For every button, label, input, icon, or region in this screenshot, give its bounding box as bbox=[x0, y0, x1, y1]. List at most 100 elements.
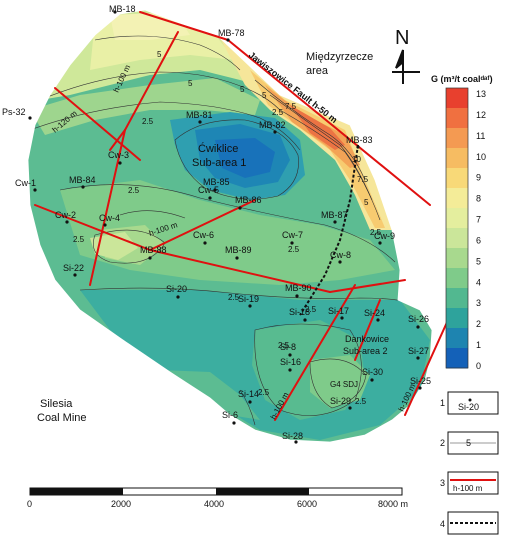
borehole-label: MB-88 bbox=[140, 245, 167, 255]
contour-labels: 5 5 5 7.5 2.5 2.5 10 7.5 5 2.5 2.5 2.5 2… bbox=[73, 50, 382, 406]
scale-tick: 4000 bbox=[204, 499, 224, 509]
colorbar-cell bbox=[446, 228, 468, 249]
colorbar-tick-label: 7 bbox=[476, 215, 481, 225]
borehole-label: Si-17 bbox=[328, 306, 349, 316]
colorbar-tick-label: 6 bbox=[476, 235, 481, 245]
colorbar-cell bbox=[446, 188, 468, 209]
borehole-label: MB-85 bbox=[203, 177, 230, 187]
legend: 1 Si-20 2 5 3 h-100 m 4 bbox=[440, 391, 499, 535]
contour-label: 2.5 bbox=[305, 305, 317, 314]
colorbar-tick-label: 0 bbox=[476, 361, 481, 371]
borehole-marker bbox=[338, 260, 342, 264]
colorbar-tick-label: 10 bbox=[476, 152, 486, 162]
contour-label: 7.5 bbox=[357, 175, 369, 184]
borehole-label: Si-29 bbox=[330, 396, 351, 406]
legend-num: 2 bbox=[440, 438, 445, 448]
borehole-label: Cw-3 bbox=[108, 150, 129, 160]
legend-text: Si-20 bbox=[458, 402, 479, 412]
colorbar-tick-label: 4 bbox=[476, 277, 481, 287]
colorbar-tick-label: 12 bbox=[476, 110, 486, 120]
colorbar-frame bbox=[445, 87, 469, 369]
scale-bar: 0 2000 4000 6000 8000 m bbox=[27, 487, 408, 509]
borehole-label: Si-20 bbox=[166, 284, 187, 294]
borehole-marker bbox=[416, 325, 420, 329]
borehole-label: Cw-4 bbox=[99, 213, 120, 223]
borehole-label: Cw-2 bbox=[55, 210, 76, 220]
colorbar-tick-label: 1 bbox=[476, 340, 481, 350]
borehole-marker bbox=[348, 406, 352, 410]
contour-label: 5 bbox=[364, 198, 369, 207]
borehole-marker bbox=[273, 130, 277, 134]
contour-label: 2.5 bbox=[258, 388, 270, 397]
borehole-label: MB-82 bbox=[259, 120, 286, 130]
borehole-label: MB-90 bbox=[285, 283, 312, 293]
borehole-marker bbox=[226, 38, 230, 42]
borehole-marker bbox=[294, 440, 298, 444]
colorbar-cell bbox=[446, 208, 468, 229]
borehole-label: MB-18 bbox=[109, 4, 136, 14]
scale-bar-segment bbox=[30, 488, 123, 495]
area-label-silesia-sub: Coal Mine bbox=[37, 412, 87, 424]
borehole-label: MB-89 bbox=[225, 245, 252, 255]
borehole-marker bbox=[235, 256, 239, 260]
borehole-label: MB-86 bbox=[235, 195, 262, 205]
borehole-marker bbox=[203, 241, 207, 245]
borehole-marker bbox=[118, 161, 122, 165]
colorbar-tick-label: 9 bbox=[476, 173, 481, 183]
colorbar-tick-label: 2 bbox=[476, 319, 481, 329]
contour-label: 2.5 bbox=[370, 228, 382, 237]
map-boundary bbox=[27, 9, 433, 443]
borehole-label: Si-22 bbox=[63, 263, 84, 273]
borehole-marker bbox=[288, 368, 292, 372]
borehole-marker bbox=[376, 318, 380, 322]
borehole-label: Cw-9 bbox=[374, 231, 395, 241]
north-arrow: N bbox=[392, 27, 420, 84]
borehole-label: Si-14 bbox=[238, 389, 259, 399]
borehole-label: Si-6 bbox=[222, 410, 238, 420]
borehole-label: Si-24 bbox=[364, 308, 385, 318]
borehole-marker bbox=[248, 400, 252, 404]
contour-label: 5 bbox=[240, 85, 245, 94]
colorbar-tick-label: 5 bbox=[476, 256, 481, 266]
legend-box-1 bbox=[447, 391, 499, 415]
borehole-marker bbox=[33, 188, 37, 192]
contour-label: 2.5 bbox=[288, 245, 300, 254]
borehole-marker bbox=[248, 304, 252, 308]
borehole-marker bbox=[103, 223, 107, 227]
contour-label: 2.5 bbox=[128, 186, 140, 195]
borehole-label: Si-25 bbox=[410, 376, 431, 386]
legend-box-3 bbox=[447, 471, 499, 495]
contour-label: 5 bbox=[262, 91, 267, 100]
borehole-label: MB-83 bbox=[346, 135, 373, 145]
area-label-cwiklice-sub: Sub-area 1 bbox=[192, 157, 246, 169]
colorbar-cell bbox=[446, 248, 468, 269]
colorbar-cell bbox=[446, 288, 468, 309]
colorbar-cell bbox=[446, 308, 468, 329]
borehole-label: Si-28 bbox=[282, 431, 303, 441]
contour-label: 2.5 bbox=[73, 235, 85, 244]
borehole-label: Cw-6 bbox=[193, 230, 214, 240]
borehole-label: Si-30 bbox=[362, 367, 383, 377]
contour-label: 2.5 bbox=[355, 397, 367, 406]
borehole-marker bbox=[28, 116, 32, 120]
borehole-marker bbox=[418, 386, 422, 390]
area-label-miedzyrzecze-sub: area bbox=[306, 65, 329, 77]
contour-label: 7.5 bbox=[285, 102, 297, 111]
boreholes: MB-18 MB-78 Ps-32 MB-81 MB-82 MB-83 Cw-3 Cw-1 MB… bbox=[2, 4, 431, 444]
borehole-label: Si-16 bbox=[280, 357, 301, 367]
colorbar-cell bbox=[446, 148, 468, 169]
area-label-dankowice-sub: Sub-area 2 bbox=[343, 346, 388, 356]
legend-text: h-100 m bbox=[453, 484, 483, 493]
colorbar-cell bbox=[446, 328, 468, 349]
borehole-label: Cw-5 bbox=[198, 185, 219, 195]
contour-label: 2.5 bbox=[228, 293, 240, 302]
legend-num: 4 bbox=[440, 519, 445, 529]
borehole-marker bbox=[73, 273, 77, 277]
borehole-marker bbox=[416, 356, 420, 360]
borehole-marker bbox=[295, 294, 299, 298]
borehole-marker bbox=[198, 120, 202, 124]
legend-num: 3 bbox=[440, 478, 445, 488]
colorbar-cell bbox=[446, 108, 468, 129]
